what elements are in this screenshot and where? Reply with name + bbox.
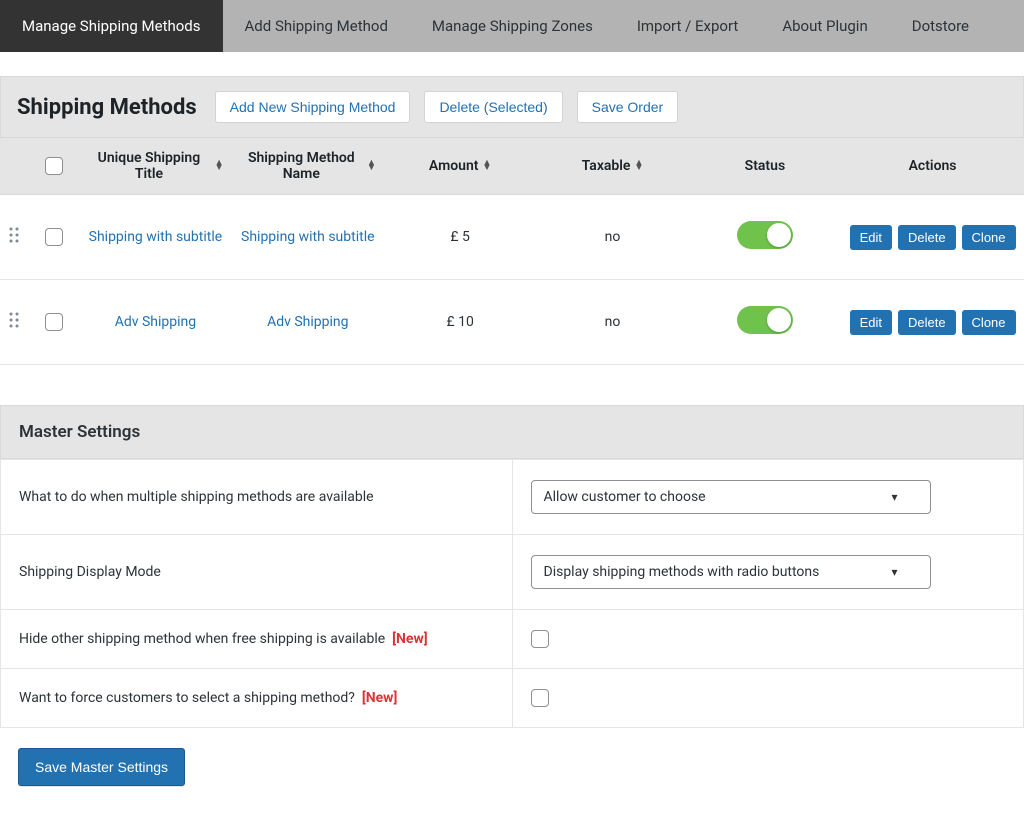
tab-label: Add Shipping Method [245,17,388,35]
master-settings-header: Master Settings [0,405,1024,459]
setting-row-display-mode: Shipping Display Mode Display shipping m… [1,535,1024,610]
column-select-all [28,138,79,195]
edit-button[interactable]: Edit [850,225,892,250]
delete-button[interactable]: Delete [898,310,956,335]
display-mode-select[interactable]: Display shipping methods with radio butt… [531,555,931,589]
delete-button[interactable]: Delete [898,225,956,250]
force-select-checkbox[interactable] [531,689,549,707]
column-drag [0,138,28,195]
new-tag: [New] [362,690,397,706]
column-label: Amount [429,158,479,174]
save-master-settings-button[interactable]: Save Master Settings [18,748,185,786]
table-row: Adv Shipping Adv Shipping £ 10 no Edit D… [0,280,1024,365]
status-toggle[interactable] [737,306,793,334]
tab-label: Import / Export [637,17,739,35]
sort-icon: ▲▼ [215,161,224,171]
new-tag: [New] [392,631,427,647]
setting-label: Shipping Display Mode [19,564,161,580]
add-new-shipping-button[interactable]: Add New Shipping Method [215,91,411,123]
column-title[interactable]: Unique Shipping Title ▲▼ [79,138,231,195]
select-all-checkbox[interactable] [45,157,63,175]
status-toggle[interactable] [737,221,793,249]
setting-label: What to do when multiple shipping method… [19,489,374,505]
sort-icon: ▲▼ [367,161,376,171]
tab-manage-shipping-zones[interactable]: Manage Shipping Zones [410,0,615,52]
column-taxable[interactable]: Taxable▲▼ [536,138,688,195]
drag-handle-icon[interactable] [9,227,19,247]
master-settings-table: What to do when multiple shipping method… [0,459,1024,728]
setting-row-hide-other: Hide other shipping method when free shi… [1,610,1024,669]
setting-label: Hide other shipping method when free shi… [19,631,385,647]
row-checkbox[interactable] [45,228,63,246]
clone-button[interactable]: Clone [962,310,1016,335]
column-actions: Actions [841,138,1024,195]
chevron-down-icon: ▾ [891,490,897,504]
top-nav: Manage Shipping Methods Add Shipping Met… [0,0,1024,52]
column-amount[interactable]: Amount ▲▼ [384,138,536,195]
taxable-value: no [605,314,621,330]
multiple-methods-select[interactable]: Allow customer to choose ▾ [531,480,931,514]
table-row: Shipping with subtitle Shipping with sub… [0,195,1024,280]
sort-icon: ▲▼ [634,161,643,171]
shipping-methods-table: Unique Shipping Title ▲▼ Shipping Method … [0,138,1024,365]
column-label: Status [745,158,785,174]
taxable-value: no [605,229,621,245]
setting-row-multiple-methods: What to do when multiple shipping method… [1,460,1024,535]
tab-label: Dotstore [912,17,969,35]
tab-add-shipping-method[interactable]: Add Shipping Method [223,0,410,52]
shipping-name-link[interactable]: Adv Shipping [267,314,348,330]
save-order-button[interactable]: Save Order [577,91,679,123]
column-status: Status [689,138,841,195]
tab-import-export[interactable]: Import / Export [615,0,761,52]
tab-label: Manage Shipping Zones [432,17,593,35]
shipping-title-link[interactable]: Shipping with subtitle [89,229,223,245]
column-label: Actions [909,158,957,174]
amount-value: £ 10 [446,314,473,330]
hide-other-checkbox[interactable] [531,630,549,648]
drag-handle-icon[interactable] [9,312,19,332]
column-label: Shipping Method Name [240,150,363,182]
tab-about-plugin[interactable]: About Plugin [760,0,889,52]
tab-manage-shipping-methods[interactable]: Manage Shipping Methods [0,0,223,52]
page-title: Shipping Methods [17,95,197,120]
section-header: Shipping Methods Add New Shipping Method… [0,76,1024,138]
column-name[interactable]: Shipping Method Name ▲▼ [232,138,384,195]
sort-icon: ▲▼ [483,161,492,171]
shipping-title-link[interactable]: Adv Shipping [115,314,196,330]
select-value: Display shipping methods with radio butt… [544,564,820,580]
delete-selected-button[interactable]: Delete (Selected) [424,91,562,123]
chevron-down-icon: ▾ [891,565,897,579]
select-value: Allow customer to choose [544,489,706,505]
tab-label: Manage Shipping Methods [22,17,201,35]
setting-label: Want to force customers to select a ship… [19,690,355,706]
shipping-name-link[interactable]: Shipping with subtitle [241,229,375,245]
column-label: Taxable [582,158,631,174]
clone-button[interactable]: Clone [962,225,1016,250]
column-label: Unique Shipping Title [87,150,210,182]
row-checkbox[interactable] [45,313,63,331]
amount-value: £ 5 [450,229,469,245]
edit-button[interactable]: Edit [850,310,892,335]
tab-label: About Plugin [782,17,867,35]
setting-row-force-select: Want to force customers to select a ship… [1,669,1024,728]
tab-dotstore[interactable]: Dotstore [890,0,991,52]
